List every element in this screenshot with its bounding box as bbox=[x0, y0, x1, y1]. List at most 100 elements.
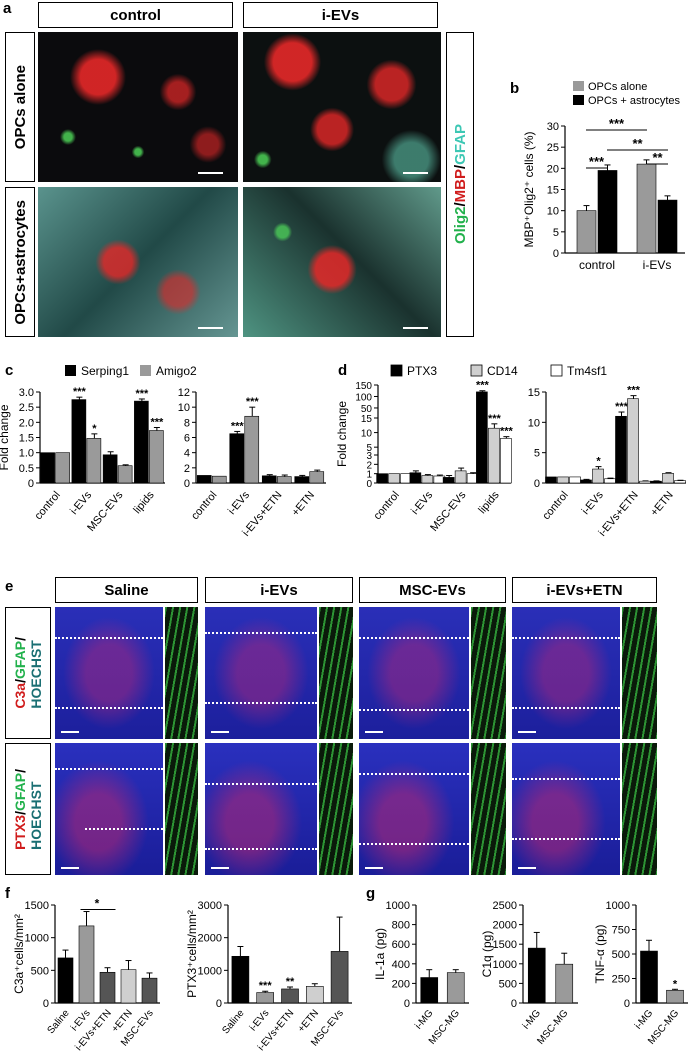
chart-f2-sig-label: *** bbox=[259, 980, 273, 992]
chart-b-x-tick-label: control bbox=[579, 258, 615, 272]
chart-f2-y-tick-label: 0 bbox=[216, 998, 222, 1010]
chart-c1-sig-label: *** bbox=[150, 416, 164, 428]
chart-f1-y-label: C3a⁺cells/mm² bbox=[12, 914, 26, 994]
chart-c1-sig-label: *** bbox=[73, 386, 87, 398]
chart-c2-bar bbox=[244, 415, 260, 484]
panel-letter-d: d bbox=[338, 362, 348, 379]
chart-d1-y-tick-label: 1 bbox=[366, 470, 372, 481]
chart-f2-bar bbox=[231, 955, 250, 1004]
chart-f2-sig-label: ** bbox=[286, 976, 295, 988]
panel-letter-e: e bbox=[5, 578, 14, 595]
chart-d1-y-tick-label: 3 bbox=[366, 451, 372, 462]
chart-d2-bar bbox=[627, 398, 639, 484]
chart-g3-y-tick-label: 500 bbox=[612, 949, 630, 961]
chart-d1-sig-label: *** bbox=[476, 380, 490, 392]
chart-d-legend-label: Tm4sf1 bbox=[567, 364, 607, 378]
micrograph-c3a-ievs bbox=[205, 607, 317, 739]
chart-f2-y-label: PTX3⁺cells/mm² bbox=[185, 910, 199, 998]
chart-c-legend-swatch bbox=[65, 365, 76, 376]
chart-d-legend-swatch bbox=[550, 364, 563, 377]
chart-d2-sig-label: * bbox=[596, 456, 601, 468]
chart-b-bar bbox=[597, 170, 618, 254]
chart-b-bar bbox=[576, 210, 597, 254]
chart-b-x-tick-label: i-EVs bbox=[643, 258, 672, 272]
panel-letter-f: f bbox=[5, 885, 10, 902]
chart-g2-y-tick-label: 0 bbox=[511, 998, 517, 1010]
chart-c1-bar bbox=[55, 452, 70, 484]
chart-f2-x-tick-label: Saline bbox=[220, 1008, 247, 1037]
chart-g1-y-tick-label: 200 bbox=[392, 978, 410, 990]
chart-f1-bar bbox=[57, 957, 74, 1004]
chart-d2-x-tick-label: +ETN bbox=[648, 489, 675, 519]
chart-b: 0 5 10 15 20 25 30 MBP⁺Olig2⁺ cells (%) OPCs alo… bbox=[522, 81, 685, 272]
panel-e-row-label-ptx3: PTX3/GFAP/HOECHST bbox=[5, 743, 51, 875]
chart-b-y-tick-label: 20 bbox=[547, 163, 559, 175]
chart-c2-y-tick-label: 2 bbox=[184, 463, 190, 475]
chart-b-legend-label: OPCs alone bbox=[588, 81, 647, 93]
chart-d2-bar bbox=[592, 468, 604, 484]
panel-e-col-header-msc-evs: MSC-EVs bbox=[359, 577, 506, 603]
chart-c2-y-tick-label: 0 bbox=[184, 478, 190, 490]
chart-d2-bar bbox=[639, 480, 651, 484]
chart-c2-sig-label: *** bbox=[246, 396, 260, 408]
chart-g3-y-tick-label: 250 bbox=[612, 974, 630, 986]
chart-d-legend-swatch bbox=[470, 364, 483, 377]
chart-d1-bar bbox=[442, 477, 455, 484]
chart-d1-y-tick-label: 10 bbox=[361, 429, 373, 440]
chart-f2-y-tick-label: 2000 bbox=[198, 933, 222, 945]
chart-g2-y-tick-label: 2000 bbox=[493, 920, 517, 932]
chart-d2-x-tick-label: control bbox=[540, 489, 570, 522]
chart-d-legend-swatch bbox=[390, 364, 403, 377]
chart-c1-y-tick-label: 3.0 bbox=[19, 387, 34, 399]
chart-d1-y-tick-label: 100 bbox=[355, 392, 372, 403]
chart-b-legend-label: OPCs + astrocytes bbox=[588, 95, 681, 107]
chart-b-y-label: MBP⁺Olig2⁺ cells (%) bbox=[522, 131, 536, 247]
micrograph-ptx3-saline-inset bbox=[165, 743, 198, 875]
chart-g2-x-tick-label: i-MG bbox=[521, 1008, 543, 1032]
chart-d1-y-label: Fold change bbox=[336, 401, 349, 467]
micrograph-ievs-opcs-astrocytes bbox=[243, 187, 441, 337]
chart-c2-x-tick-label: control bbox=[189, 489, 219, 522]
chart-b-bar bbox=[657, 199, 678, 254]
chart-b-y-tick-label: 30 bbox=[547, 121, 559, 133]
chart-f2-bar bbox=[330, 951, 349, 1004]
micrograph-c3a-msc-evs-inset bbox=[471, 607, 506, 739]
chart-g2-bar bbox=[555, 963, 574, 1004]
chart-b-y-tick-label: 15 bbox=[547, 185, 559, 197]
chart-d2-sig-label: *** bbox=[627, 385, 641, 397]
chart-d2-bar bbox=[604, 478, 616, 484]
stain-gfap: GFAP bbox=[451, 124, 469, 166]
chart-g3-y-tick-label: 750 bbox=[612, 925, 630, 937]
chart-c1-y-label: Fold change bbox=[0, 404, 11, 470]
panel-letter-a: a bbox=[3, 0, 12, 17]
chart-d1-bar bbox=[409, 472, 422, 484]
chart-g3-bar bbox=[666, 989, 684, 1004]
chart-c1-y-tick-label: 1.0 bbox=[19, 448, 34, 460]
chart-g2-y-tick-label: 500 bbox=[499, 978, 517, 990]
chart-c2-x-tick-label: +ETN bbox=[290, 489, 317, 519]
chart-g1-y-label: IL-1a (pg) bbox=[373, 928, 387, 980]
chart-d2-bar bbox=[545, 476, 557, 484]
micrograph-ptx3-ievs-etn bbox=[512, 743, 620, 875]
micrograph-c3a-ievs-etn bbox=[512, 607, 620, 739]
chart-b-sig-label: ** bbox=[632, 136, 643, 151]
micrograph-c3a-ievs-etn-inset bbox=[622, 607, 657, 739]
stain-olig2: Olig2 bbox=[451, 207, 469, 245]
micrograph-control-opcs-astrocytes bbox=[38, 187, 238, 337]
panel-a-row-header-opcs-astrocytes: OPCs+astrocytes bbox=[5, 187, 35, 337]
micrograph-ptx3-msc-evs bbox=[359, 743, 469, 875]
panel-letter-b: b bbox=[510, 80, 520, 97]
chart-g3-y-tick-label: 1000 bbox=[606, 900, 630, 912]
chart-d2-bar bbox=[557, 476, 569, 484]
chart-c2-y-tick-label: 12 bbox=[178, 387, 190, 399]
chart-g2-y-tick-label: 1000 bbox=[493, 959, 517, 971]
chart-c-legend-swatch bbox=[140, 365, 151, 376]
chart-d-legend-label: PTX3 bbox=[407, 364, 437, 378]
micrograph-ptx3-saline bbox=[55, 743, 163, 875]
chart-f1-y-tick-label: 0 bbox=[43, 998, 49, 1010]
panel-e-col-header-ievs: i-EVs bbox=[205, 577, 353, 603]
chart-f2-y-tick-label: 3000 bbox=[198, 900, 222, 912]
micrograph-ptx3-ievs bbox=[205, 743, 317, 875]
chart-d2-y-tick-label: 0 bbox=[534, 478, 540, 490]
